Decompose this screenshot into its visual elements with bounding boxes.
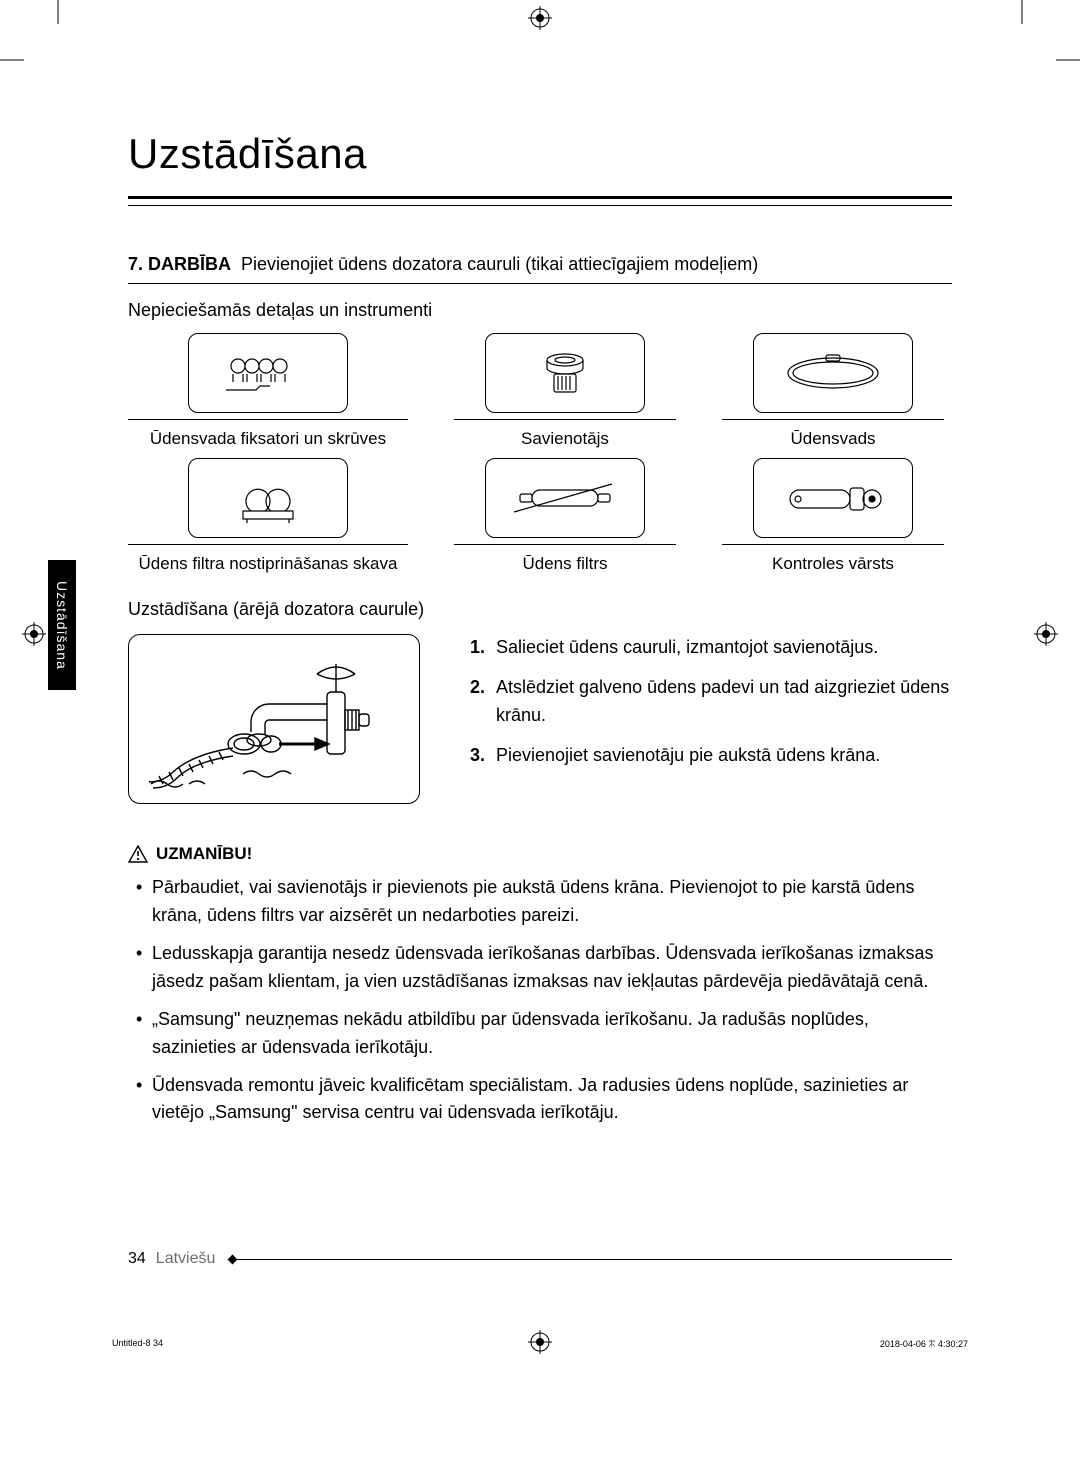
caution-heading: UZMANĪBU! (128, 844, 952, 864)
valve-icon (778, 476, 888, 521)
rule-thick (128, 196, 952, 199)
parts-grid: Ūdensvada fiksatori un skrūves Savienotā… (128, 333, 952, 575)
meta-right: 2018-04-06 ꄼ 4:30:27 (880, 1338, 968, 1350)
waterline-icon (778, 351, 888, 396)
meta-left: Untitled-8 34 (112, 1338, 163, 1348)
page-content: Uzstādīšana 7. DARBĪBA Pievienojiet ūden… (128, 130, 952, 1137)
page-number: 34 (128, 1250, 146, 1268)
reg-mark-right (1034, 622, 1058, 646)
caution-2: •Ledusskapja garantija nesedz ūdensvada … (128, 940, 952, 996)
warning-icon (128, 845, 148, 863)
caution-list: •Pārbaudiet, vai savienotājs ir pievieno… (128, 874, 952, 1127)
part-clamp: Ūdens filtra nostiprināšanas skava (128, 458, 408, 575)
part-connector: Savienotājs (454, 333, 676, 450)
install-diagram (128, 634, 420, 804)
reg-mark-top (528, 6, 552, 30)
parts-heading: Nepieciešamās detaļas un instrumenti (128, 300, 952, 321)
filter-icon (510, 478, 620, 518)
caution-1: •Pārbaudiet, vai savienotājs ir pievieno… (128, 874, 952, 930)
connector-icon (530, 346, 600, 401)
clamp-icon (223, 471, 313, 526)
install-steps: 1.Salieciet ūdens cauruli, izmantojot sa… (470, 634, 952, 804)
fixators-icon (218, 348, 318, 398)
side-tab: Uzstādīšana (48, 560, 76, 690)
reg-mark-left (22, 622, 46, 646)
page-footer: 34 Latviešu (128, 1250, 952, 1268)
reg-mark-bottom (528, 1330, 552, 1354)
part-filter: Ūdens filtrs (454, 458, 676, 575)
step-2: 2.Atslēdziet galveno ūdens padevi un tad… (470, 674, 952, 730)
step-heading: 7. DARBĪBA Pievienojiet ūdens dozatora c… (128, 254, 952, 275)
part-waterline: Ūdensvads (722, 333, 944, 450)
rule-thin (128, 205, 952, 206)
part-valve: Kontroles vārsts (722, 458, 944, 575)
faucet-diagram-icon (129, 644, 419, 794)
caution-4: •Ūdensvada remontu jāveic kvalificētam s… (128, 1072, 952, 1128)
step-1: 1.Salieciet ūdens cauruli, izmantojot sa… (470, 634, 952, 662)
step-3: 3.Pievienojiet savienotāju pie aukstā ūd… (470, 742, 952, 770)
page-lang: Latviešu (156, 1250, 216, 1268)
install-subheading: Uzstādīšana (ārējā dozatora caurule) (128, 599, 952, 620)
part-fixators: Ūdensvada fiksatori un skrūves (128, 333, 408, 450)
page-title: Uzstādīšana (128, 130, 952, 178)
caution-3: •„Samsung" neuzņemas nekādu atbildību pa… (128, 1006, 952, 1062)
